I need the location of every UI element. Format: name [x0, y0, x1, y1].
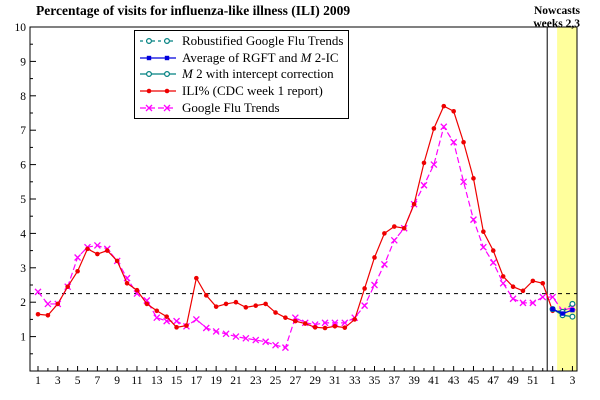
svg-text:2: 2 — [20, 297, 26, 309]
svg-text:11: 11 — [131, 375, 142, 387]
svg-text:45: 45 — [468, 375, 480, 387]
legend-marker-ili-cdc — [140, 88, 176, 94]
svg-text:31: 31 — [329, 375, 341, 387]
svg-text:1: 1 — [550, 375, 556, 387]
svg-text:23: 23 — [250, 375, 262, 387]
svg-text:1: 1 — [20, 332, 26, 344]
svg-text:39: 39 — [408, 375, 420, 387]
svg-text:35: 35 — [369, 375, 381, 387]
svg-text:47: 47 — [488, 375, 500, 387]
legend-marker-average — [140, 55, 176, 61]
svg-text:15: 15 — [171, 375, 183, 387]
nowcast-line2: weeks 2,3 — [533, 18, 580, 30]
legend-marker-m2-ic — [140, 71, 176, 78]
svg-text:33: 33 — [349, 375, 361, 387]
legend-label-robustified-gft: Robustified Google Flu Trends — [182, 33, 344, 49]
svg-text:43: 43 — [448, 375, 460, 387]
legend-item-average: Average of RGFT and M 2-IC — [138, 50, 343, 67]
svg-text:3: 3 — [55, 375, 61, 387]
svg-text:4: 4 — [20, 228, 26, 240]
svg-text:8: 8 — [20, 91, 26, 103]
legend-item-ili-cdc: ILI% (CDC week 1 report) — [138, 83, 343, 100]
svg-text:13: 13 — [151, 375, 163, 387]
legend-item-m2-ic: M 2 with intercept correction — [138, 66, 343, 83]
svg-text:6: 6 — [20, 160, 26, 172]
legend-marker-robustified-gft — [140, 38, 176, 45]
legend-label-google-flu-trends: Google Flu Trends — [182, 99, 280, 115]
legend-label-average: Average of RGFT and M 2-IC — [182, 49, 339, 65]
svg-text:9: 9 — [114, 375, 120, 387]
svg-text:29: 29 — [309, 375, 321, 387]
svg-text:17: 17 — [191, 375, 203, 387]
svg-text:19: 19 — [210, 375, 222, 387]
svg-text:1: 1 — [35, 375, 41, 387]
svg-text:5: 5 — [75, 375, 81, 387]
svg-text:21: 21 — [230, 375, 242, 387]
svg-text:7: 7 — [20, 125, 26, 137]
figure-title: Percentage of visits for influenza-like … — [36, 3, 351, 18]
svg-text:27: 27 — [290, 375, 302, 387]
legend-label-ili-cdc: ILI% (CDC week 1 report) — [182, 83, 323, 99]
legend-item-robustified-gft: Robustified Google Flu Trends — [138, 33, 343, 50]
legend-label-m2-ic: M 2 with intercept correction — [182, 66, 334, 82]
svg-text:7: 7 — [95, 375, 101, 387]
legend-box: Robustified Google Flu Trends Average of… — [134, 30, 350, 119]
legend-item-google-flu-trends: Google Flu Trends — [138, 99, 343, 116]
svg-text:51: 51 — [527, 375, 539, 387]
svg-text:10: 10 — [15, 22, 27, 34]
svg-text:49: 49 — [507, 375, 519, 387]
svg-text:3: 3 — [20, 263, 26, 275]
svg-text:9: 9 — [20, 56, 26, 68]
svg-text:5: 5 — [20, 194, 26, 206]
nowcast-annotation: Nowcasts weeks 2,3 — [533, 5, 580, 31]
legend-marker-google-flu-trends — [140, 104, 176, 112]
svg-text:25: 25 — [270, 375, 282, 387]
svg-text:41: 41 — [428, 375, 440, 387]
svg-text:37: 37 — [389, 375, 401, 387]
nowcast-line1: Nowcasts — [534, 5, 580, 17]
svg-text:3: 3 — [570, 375, 576, 387]
